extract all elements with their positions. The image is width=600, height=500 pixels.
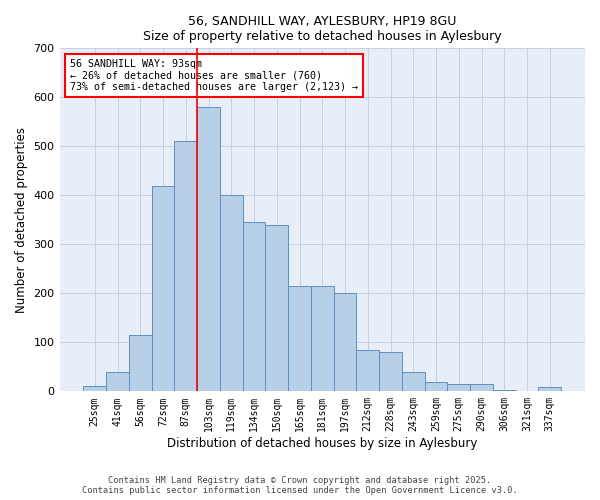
Bar — [379, 352, 402, 392]
Text: 56 SANDHILL WAY: 93sqm
← 26% of detached houses are smaller (760)
73% of semi-de: 56 SANDHILL WAY: 93sqm ← 26% of detached… — [70, 58, 358, 92]
Bar — [175, 142, 197, 392]
Bar — [448, 384, 470, 392]
Y-axis label: Number of detached properties: Number of detached properties — [15, 127, 28, 313]
Bar — [334, 294, 356, 392]
Bar — [220, 196, 242, 392]
Bar — [242, 222, 265, 392]
Text: Contains HM Land Registry data © Crown copyright and database right 2025.
Contai: Contains HM Land Registry data © Crown c… — [82, 476, 518, 495]
Bar — [288, 286, 311, 392]
Bar — [106, 372, 129, 392]
Bar — [83, 386, 106, 392]
Bar — [265, 224, 288, 392]
Bar — [470, 384, 493, 392]
Bar — [538, 388, 561, 392]
Bar — [197, 107, 220, 392]
Bar — [425, 382, 448, 392]
X-axis label: Distribution of detached houses by size in Aylesbury: Distribution of detached houses by size … — [167, 437, 478, 450]
Bar — [129, 335, 152, 392]
Bar — [311, 286, 334, 392]
Title: 56, SANDHILL WAY, AYLESBURY, HP19 8GU
Size of property relative to detached hous: 56, SANDHILL WAY, AYLESBURY, HP19 8GU Si… — [143, 15, 502, 43]
Bar — [402, 372, 425, 392]
Bar — [356, 350, 379, 392]
Bar — [493, 390, 515, 392]
Bar — [152, 186, 175, 392]
